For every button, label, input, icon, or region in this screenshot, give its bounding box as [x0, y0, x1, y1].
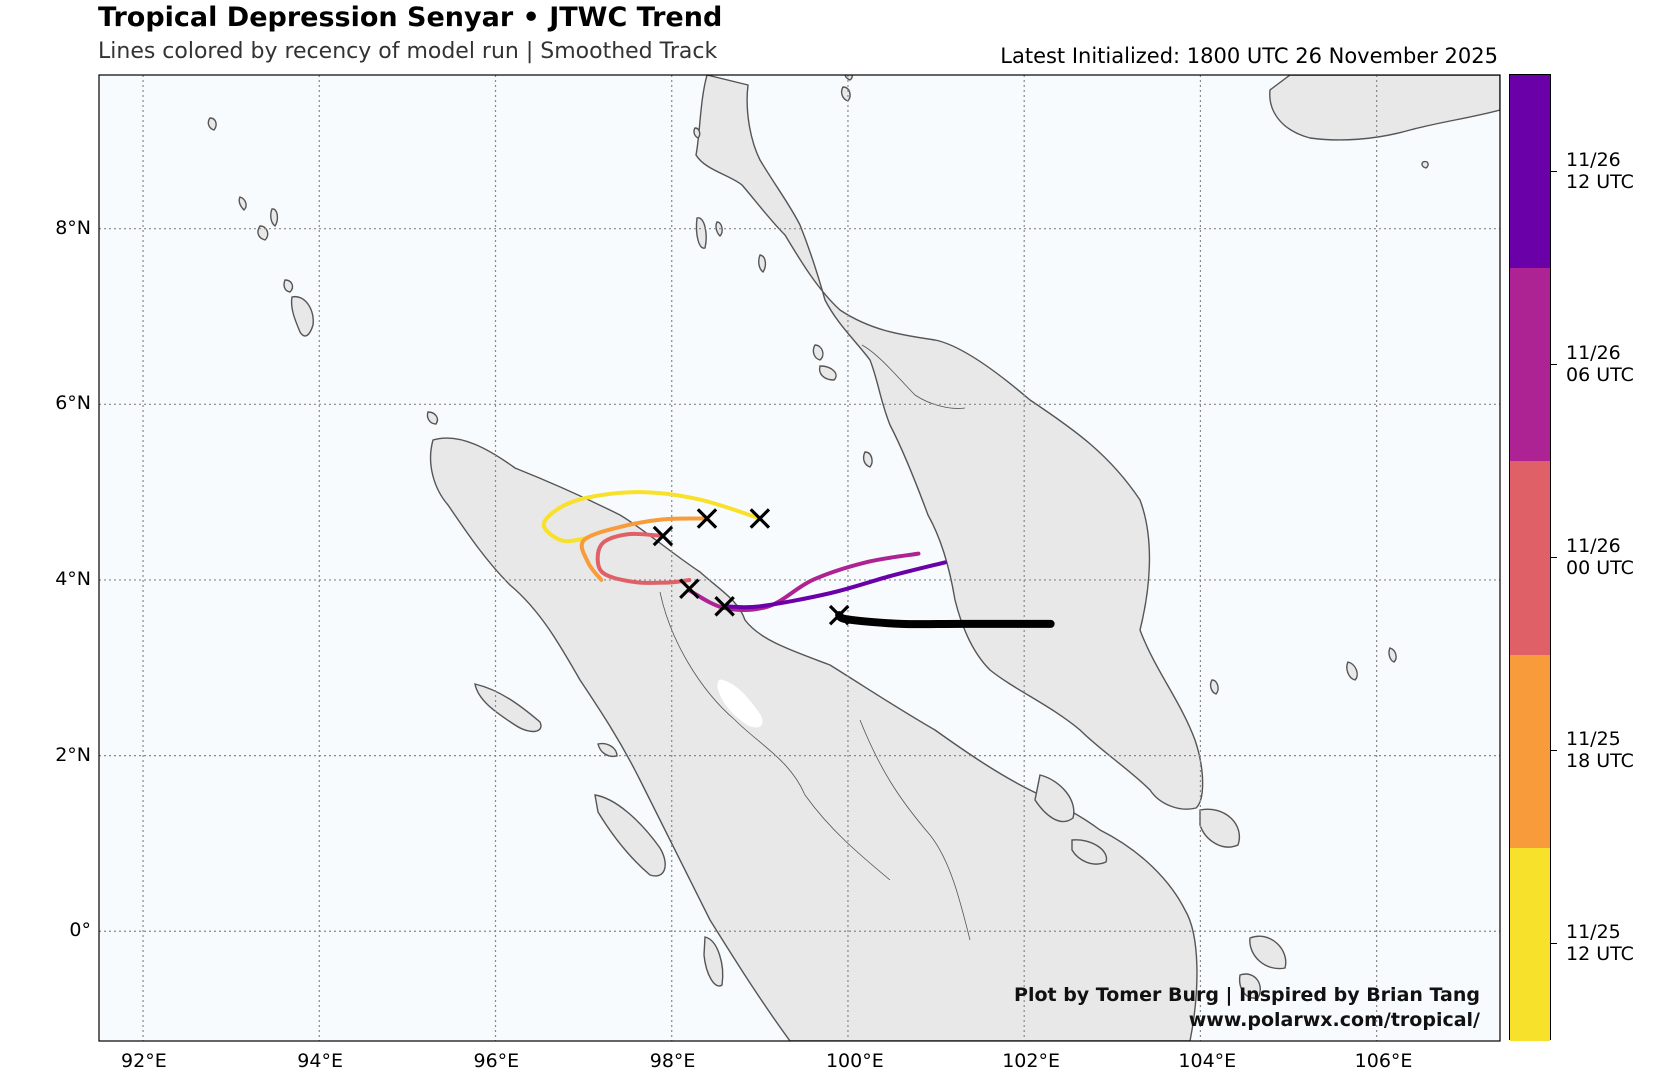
chart-subtitle: Lines colored by recency of model run | … [98, 39, 718, 64]
initial-position-marker [679, 578, 700, 599]
initial-position-marker [828, 604, 850, 626]
island-siberut [703, 936, 724, 987]
landmass-malay-peninsula [695, 75, 1204, 810]
lon-tick-label: 102°E [1002, 1050, 1060, 1072]
colorbar-label: 11/26 06 UTC [1566, 341, 1634, 386]
colorbar-tick [1551, 750, 1557, 752]
colorbar-label: 11/26 00 UTC [1566, 535, 1634, 579]
island-langkawi [812, 344, 824, 361]
initialized-time: Latest Initialized: 1800 UTC 26 November… [1000, 44, 1498, 68]
credit-line-2: www.polarwx.com/tropical/ [1188, 1009, 1480, 1031]
colorbar-segment [1510, 847, 1550, 1041]
track-line [595, 531, 692, 585]
island-nias [594, 794, 666, 877]
lon-tick-label: 96°E [473, 1050, 520, 1072]
map-frame [98, 74, 1501, 1042]
island-thai-3 [758, 254, 767, 274]
island-small-3 [270, 208, 279, 228]
lat-tick-label: 8°N [55, 216, 91, 239]
landmass-sumatra [429, 437, 1198, 1041]
initial-position-marker [696, 508, 718, 529]
island-small-4 [238, 196, 247, 211]
track-line [722, 560, 947, 610]
island-scs-1 [1346, 661, 1358, 681]
island-banyak [597, 742, 618, 758]
border-sumatra-provinces [659, 591, 891, 881]
colorbar-label: 11/25 18 UTC [1566, 728, 1634, 773]
island-simeulue [474, 683, 542, 733]
island-rondo [426, 411, 439, 425]
land-layer [207, 75, 1500, 1041]
lat-tick-label: 4°N [55, 567, 91, 590]
island-scs-3 [1209, 679, 1219, 695]
colorbar [1509, 74, 1551, 1041]
island-scs-4 [1421, 160, 1429, 169]
colorbar-segment [1510, 268, 1550, 462]
colorbar-tick [1551, 363, 1557, 365]
landmass-borneo [1269, 75, 1500, 141]
credit-line-1: Plot by Tomer Burg | Inspired by Brian T… [1014, 984, 1480, 1006]
island-penang-area [818, 365, 837, 381]
lon-tick-label: 100°E [825, 1050, 884, 1072]
island-lingga [1249, 935, 1287, 970]
colorbar-tick [1551, 557, 1557, 558]
island-riau-2 [1071, 839, 1108, 865]
chart-title: Tropical Depression Senyar • JTWC Trend [98, 2, 723, 33]
colorbar-segment [1510, 461, 1550, 655]
lake-toba [717, 679, 763, 728]
colorbar-label: 11/25 12 UTC [1566, 921, 1634, 966]
island-bangka-north [1238, 973, 1261, 999]
island-phuket [695, 217, 707, 249]
lat-tick-label: 0° [69, 919, 91, 942]
island-riau-1 [1034, 774, 1075, 823]
lat-tick-label: 2°N [55, 743, 91, 766]
island-penang [862, 451, 873, 468]
colorbar-segment [1510, 75, 1550, 269]
island-small-1 [283, 279, 294, 293]
colorbar-segment [1510, 654, 1550, 848]
island-scs-2 [1388, 647, 1397, 663]
lon-tick-label: 98°E [649, 1050, 696, 1072]
track-line [541, 490, 762, 544]
border-thai-malaysia [861, 344, 966, 409]
track-line [579, 516, 709, 582]
initial-position-marker [652, 525, 674, 547]
colorbar-tick [1551, 170, 1557, 172]
island-great-nicobar [290, 296, 314, 337]
lon-tick-label: 106°E [1354, 1050, 1413, 1072]
island-north-3 [693, 127, 701, 139]
island-small-5 [207, 117, 217, 131]
border-sumatra-provinces-2 [859, 719, 971, 941]
colorbar-tick [1551, 943, 1557, 945]
initial-position-marker [714, 596, 735, 617]
colorbar-label: 11/26 12 UTC [1566, 148, 1634, 193]
track-line [687, 551, 921, 612]
lon-tick-label: 92°E [121, 1050, 167, 1072]
initial-position-marker [749, 508, 771, 529]
marker-layer [652, 508, 850, 626]
island-riau-3 [1199, 808, 1241, 848]
grid-layer [99, 75, 1500, 1041]
lon-tick-label: 104°E [1178, 1050, 1237, 1072]
lon-tick-label: 94°E [297, 1050, 343, 1072]
lat-tick-label: 6°N [55, 392, 91, 415]
island-north-2 [844, 75, 853, 81]
